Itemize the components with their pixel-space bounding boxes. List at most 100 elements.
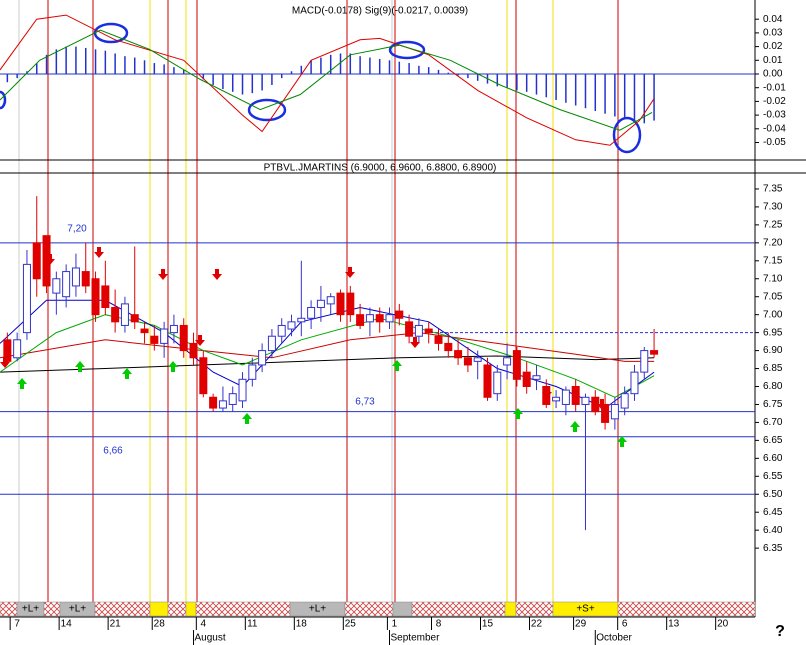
signal-label: +L+ (309, 604, 326, 615)
event-lines (18, 0, 619, 602)
candle-body (81, 271, 90, 287)
x-tick-label: 15 (482, 619, 494, 630)
candle-body (473, 357, 482, 362)
signal-segment (43, 601, 61, 617)
signal-segment (515, 601, 554, 617)
candle-body (267, 335, 276, 352)
candle-body (52, 278, 61, 294)
level-label: 6,66 (103, 445, 123, 456)
signal-segment (344, 601, 394, 617)
x-tick-label: 29 (575, 619, 587, 630)
y-tick-label: 6.45 (763, 507, 783, 518)
y-tick-label: 6.90 (763, 345, 783, 356)
y-tick-label: 6.70 (763, 417, 783, 428)
y-tick-label: -0.01 (763, 82, 786, 93)
buy-arrow (122, 368, 132, 379)
y-tick-label: 0.04 (763, 14, 783, 25)
candle-body (297, 317, 306, 323)
x-tick-label: 18 (296, 619, 308, 630)
x-tick-label: 11 (247, 619, 258, 630)
candle-body (287, 321, 296, 330)
candle-body (316, 299, 325, 308)
candle-body (424, 328, 433, 334)
x-tick-label: 25 (345, 619, 357, 630)
candle-body (561, 389, 570, 405)
candle-body (571, 386, 580, 405)
sell-arrow (597, 399, 607, 410)
candle-body (120, 303, 129, 326)
signal-segment (94, 601, 151, 617)
candle-body (199, 357, 208, 395)
y-tick-label: 7.25 (763, 220, 783, 231)
candle-body (414, 324, 423, 337)
circle-annotation (612, 116, 642, 154)
x-tick-label: 7 (14, 619, 20, 630)
candle-body (91, 278, 100, 316)
candle-body (71, 267, 80, 287)
buy-arrow (168, 361, 178, 372)
candle-body (650, 350, 659, 355)
month-label: October (596, 633, 632, 644)
level-label: 7,20 (67, 223, 87, 234)
candle-body (209, 396, 218, 409)
x-tick-label: 1 (392, 619, 398, 630)
candle-body (405, 321, 414, 337)
y-tick-label: 6.65 (763, 435, 783, 446)
signal-segment (185, 601, 197, 617)
buy-arrow (570, 421, 580, 432)
candle-body (640, 350, 649, 373)
candle-body (111, 306, 120, 323)
candle-body (483, 364, 492, 398)
y-tick-label: 0.01 (763, 55, 783, 66)
y-tick-label: 7.00 (763, 309, 783, 320)
candle-body (62, 271, 71, 298)
candle-body (365, 314, 374, 323)
indicator-line (0, 314, 655, 398)
y-tick-label: 6.80 (763, 381, 783, 392)
y-tick-label: 7.35 (763, 184, 783, 195)
signal-segment (617, 601, 756, 617)
candle-body (169, 324, 178, 334)
candle-body (150, 335, 159, 344)
candle-body (581, 396, 590, 405)
price-title: PTBVL.JMARTINS (6.9000, 6.9600, 6.8800, … (264, 163, 497, 174)
candle-body (552, 396, 561, 402)
month-label: September (391, 633, 441, 644)
x-tick-label: 28 (154, 619, 166, 630)
y-tick-label: 7.20 (763, 237, 783, 248)
y-tick-label: 0.02 (763, 41, 783, 52)
candle-body (228, 393, 237, 405)
candle-body (189, 342, 198, 359)
candle-body (434, 335, 443, 344)
sell-arrow (212, 269, 222, 280)
sell-arrow (542, 387, 552, 398)
sell-arrow (158, 269, 168, 280)
y-tick-label: 6.55 (763, 471, 783, 482)
y-tick-label: 7.05 (763, 291, 783, 302)
buy-arrow (242, 413, 252, 424)
sell-arrow (195, 335, 205, 346)
candle-body (179, 324, 188, 352)
y-tick-label: -0.03 (763, 110, 786, 121)
candle-body (454, 350, 463, 359)
x-tick-label: 6 (622, 619, 628, 630)
signal-label: +S+ (576, 604, 595, 615)
y-tick-label: 6.40 (763, 525, 783, 536)
sell-arrow (45, 254, 55, 265)
x-tick-label: 21 (110, 619, 122, 630)
x-tick-label: 8 (436, 619, 442, 630)
candle-body (277, 324, 286, 337)
y-tick-label: -0.04 (763, 123, 786, 134)
help-label[interactable]: ? (775, 623, 785, 640)
candle-body (238, 378, 247, 402)
candle-body (218, 400, 227, 409)
level-label: 6,73 (355, 396, 375, 407)
candle-body (307, 306, 316, 319)
month-label: August (195, 633, 226, 644)
x-tick-label: 13 (668, 619, 680, 630)
candle-body (336, 292, 345, 316)
y-tick-label: 0.03 (763, 28, 783, 39)
signal-segment (0, 601, 18, 617)
candle-body (258, 350, 267, 366)
y-tick-label: -0.05 (763, 137, 786, 148)
